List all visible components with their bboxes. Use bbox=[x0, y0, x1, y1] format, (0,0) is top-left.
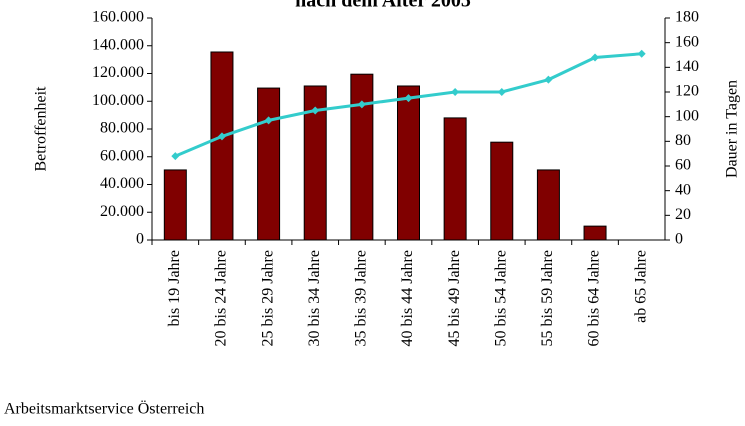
x-tick-label: 60 bis 64 Jahre bbox=[586, 250, 603, 346]
marker bbox=[311, 106, 320, 115]
x-tick-label: 50 bis 54 Jahre bbox=[492, 250, 509, 346]
marker bbox=[404, 94, 413, 103]
marker bbox=[357, 100, 366, 109]
x-tick-label: 20 bis 24 Jahre bbox=[213, 250, 230, 346]
y-tick-label: 60.000 bbox=[100, 147, 144, 164]
y2-tick-label: 0 bbox=[675, 231, 683, 248]
y2-tick-label: 100 bbox=[675, 107, 699, 124]
y2-tick-label: 40 bbox=[675, 181, 691, 198]
y-tick-label: 0 bbox=[136, 231, 144, 248]
chart-title: nach dem Alter 2005 bbox=[295, 0, 471, 12]
x-tick-label: 55 bis 59 Jahre bbox=[539, 250, 556, 346]
y-axis-label: Betroffenheit bbox=[33, 86, 50, 172]
y2-tick-label: 120 bbox=[675, 83, 699, 100]
marker bbox=[591, 53, 600, 62]
y2-axis-label: Dauer in Tagen bbox=[724, 80, 741, 178]
x-tick-label: ab 65 Jahre bbox=[632, 250, 649, 323]
marker bbox=[264, 116, 273, 125]
x-tick-label: 40 bis 44 Jahre bbox=[399, 250, 416, 346]
y-tick-label: 40.000 bbox=[100, 175, 144, 192]
marker bbox=[637, 49, 646, 58]
bar bbox=[350, 73, 374, 241]
marker bbox=[497, 88, 506, 96]
x-tick-label: 35 bis 39 Jahre bbox=[353, 250, 370, 346]
bar bbox=[163, 169, 187, 241]
y-tick-label: 100.000 bbox=[92, 92, 144, 109]
bar bbox=[303, 85, 327, 241]
y2-tick-label: 60 bbox=[675, 157, 691, 174]
y-tick-label: 120.000 bbox=[92, 64, 144, 81]
y2-tick-label: 20 bbox=[675, 206, 691, 223]
x-tick-label: 25 bis 29 Jahre bbox=[259, 250, 276, 346]
marker bbox=[171, 152, 180, 161]
bar bbox=[257, 87, 281, 241]
bar bbox=[536, 169, 560, 241]
y2-tick-label: 160 bbox=[675, 33, 699, 50]
bar bbox=[490, 141, 514, 241]
y2-tick-label: 80 bbox=[675, 132, 691, 149]
y-tick-label: 80.000 bbox=[100, 120, 144, 137]
y-tick-label: 140.000 bbox=[92, 36, 144, 53]
marker bbox=[217, 132, 226, 141]
bar bbox=[443, 117, 467, 241]
source: Arbeitsmarktservice Österreich bbox=[4, 400, 204, 418]
marker bbox=[451, 88, 460, 96]
bar bbox=[210, 51, 234, 241]
y-tick-label: 160.000 bbox=[92, 9, 144, 26]
marker bbox=[544, 75, 553, 84]
y2-tick-label: 180 bbox=[675, 9, 699, 26]
bar bbox=[397, 85, 420, 241]
y2-tick-label: 140 bbox=[675, 58, 699, 75]
x-tick-label: 45 bis 49 Jahre bbox=[446, 250, 463, 346]
y-tick-label: 20.000 bbox=[100, 203, 144, 220]
x-tick-label: 30 bis 34 Jahre bbox=[306, 250, 323, 346]
bar bbox=[583, 225, 607, 241]
x-tick-label: bis 19 Jahre bbox=[166, 250, 183, 326]
